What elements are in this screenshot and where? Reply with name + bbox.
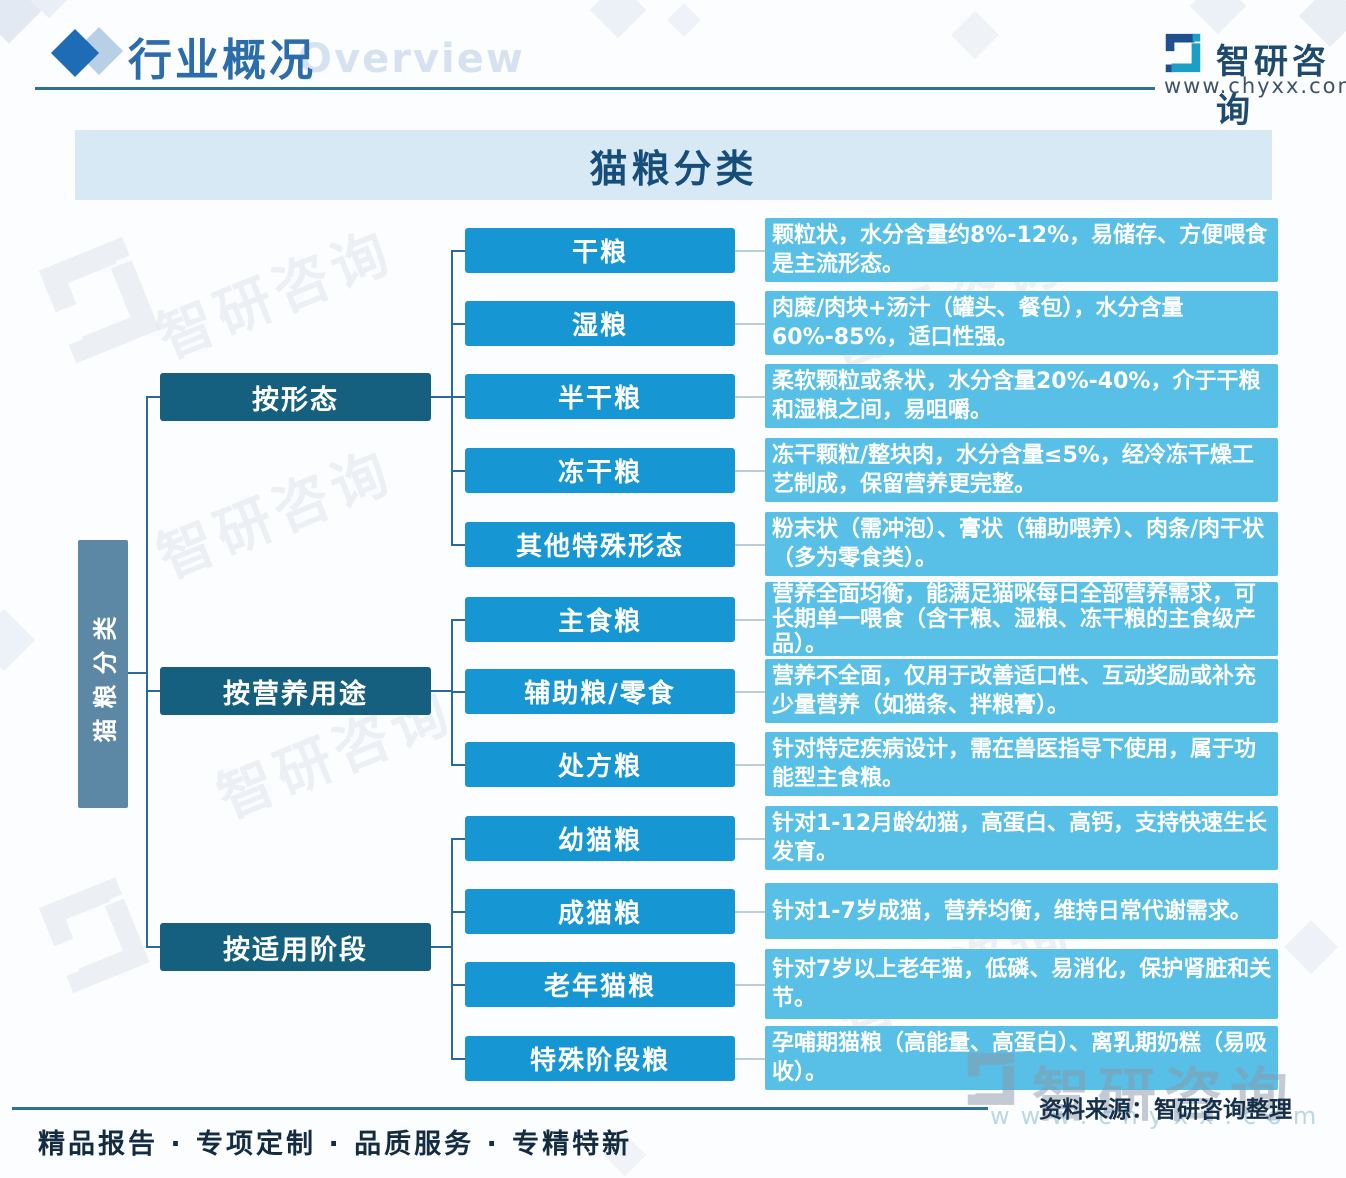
footer-divider xyxy=(12,1107,988,1110)
child-node-adult: 成猫粮 xyxy=(465,889,735,934)
desc-box-senior: 针对7岁以上老年猫，低磷、易消化，保护肾脏和关节。 xyxy=(765,949,1278,1019)
watermark-brand-text: 智研咨询 xyxy=(1032,1061,1297,1129)
diagram-title-bar: 猫粮分类 xyxy=(75,130,1272,200)
brand-website: www.chyxx.com xyxy=(1164,74,1346,98)
desc-box-freezedried: 冻干颗粒/整块肉，水分含量≤5%，经冷冻干燥工艺制成，保留营养更完整。 xyxy=(765,438,1278,502)
desc-box-otherform: 粉末状（需冲泡）、膏状（辅助喂养）、肉条/肉干状（多为零食类）。 xyxy=(765,512,1278,576)
diagram-title: 猫粮分类 xyxy=(589,146,758,191)
brand-logo-watermark-icon xyxy=(967,1053,1015,1105)
child-node-snack: 辅助粮/零食 xyxy=(465,669,735,714)
child-node-wet: 湿粮 xyxy=(465,301,735,346)
section-title-watermark: Overview xyxy=(298,36,525,82)
desc-text: 针对7岁以上老年猫，低磷、易消化，保护肾脏和关节。 xyxy=(772,957,1272,1011)
desc-text: 针对特定疾病设计，需在兽医指导下使用，属于功能型主食粮。 xyxy=(772,737,1257,791)
desc-box-semidry: 柔软颗粒或条状，水分含量20%-40%，介于干粮和湿粮之间，易咀嚼。 xyxy=(765,364,1278,428)
watermark-text: 智研咨询 xyxy=(148,438,404,592)
branch-node-stage: 按适用阶段 xyxy=(160,923,431,971)
desc-text: 针对1-7岁成猫，营养均衡，维持日常代谢需求。 xyxy=(772,898,1252,924)
root-node: 猫粮分类 xyxy=(78,540,128,808)
child-node-semidry: 半干粮 xyxy=(465,374,735,419)
branch-node-form: 按形态 xyxy=(160,373,431,421)
brand-logo-watermark-icon xyxy=(38,877,150,994)
brand-logo-icon xyxy=(1165,33,1201,73)
desc-box-staple: 营养全面均衡，能满足猫咪每日全部营养需求，可长期单一喂食（含干粮、湿粮、冻干粮的… xyxy=(765,582,1278,656)
desc-text: 肉糜/肉块+汤汁（罐头、餐包），水分含量60%-85%，适口性强。 xyxy=(772,296,1184,350)
child-node-kitten: 幼猫粮 xyxy=(465,816,735,861)
brand-logo-watermark-icon xyxy=(38,236,160,364)
footer-slogan: 精品报告 · 专项定制 · 品质服务 · 专精特新 xyxy=(38,1129,633,1160)
watermark-site-text: www.chyxx.com xyxy=(990,1102,1328,1130)
desc-text: 颗粒状，水分含量约8%-12%，易储存、方便喂食是主流形态。 xyxy=(772,223,1268,277)
source-note: 资料来源：智研咨询整理 xyxy=(1039,1097,1292,1123)
desc-box-kitten: 针对1-12月龄幼猫，高蛋白、高钙，支持快速生长发育。 xyxy=(765,806,1278,870)
branch-node-nutrition: 按营养用途 xyxy=(160,667,431,715)
desc-text: 针对1-12月龄幼猫，高蛋白、高钙，支持快速生长发育。 xyxy=(772,811,1268,865)
child-node-prescription: 处方粮 xyxy=(465,742,735,787)
child-node-dry: 干粮 xyxy=(465,228,735,273)
brand-name: 智研咨询 xyxy=(1216,42,1330,131)
child-node-freezedried: 冻干粮 xyxy=(465,448,735,493)
desc-box-snack: 营养不全面，仅用于改善适口性、互动奖励或补充少量营养（如猫条、拌粮膏）。 xyxy=(765,659,1278,723)
section-title: 行业概况 xyxy=(128,35,316,86)
header-divider xyxy=(35,87,1155,90)
watermark-text: 智研咨询 xyxy=(148,218,404,372)
desc-text: 孕哺期猫粮（高能量、高蛋白）、离乳期奶糕（易吸收）。 xyxy=(772,1031,1268,1085)
desc-text: 粉末状（需冲泡）、膏状（辅助喂养）、肉条/肉干状（多为零食类）。 xyxy=(772,517,1265,571)
desc-box-prescription: 针对特定疾病设计，需在兽医指导下使用，属于功能型主食粮。 xyxy=(765,732,1278,796)
root-node-label: 猫粮分类 xyxy=(91,606,120,742)
desc-box-specialstage: 孕哺期猫粮（高能量、高蛋白）、离乳期奶糕（易吸收）。 xyxy=(765,1026,1278,1090)
child-node-staple: 主食粮 xyxy=(465,597,735,642)
desc-box-adult: 针对1-7岁成猫，营养均衡，维持日常代谢需求。 xyxy=(765,883,1278,939)
desc-box-wet: 肉糜/肉块+汤汁（罐头、餐包），水分含量60%-85%，适口性强。 xyxy=(765,291,1278,355)
child-node-otherform: 其他特殊形态 xyxy=(465,522,735,567)
desc-text: 营养全面均衡，能满足猫咪每日全部营养需求，可长期单一喂食（含干粮、湿粮、冻干粮的… xyxy=(772,582,1257,656)
child-node-senior: 老年猫粮 xyxy=(465,962,735,1007)
desc-text: 营养不全面，仅用于改善适口性、互动奖励或补充少量营养（如猫条、拌粮膏）。 xyxy=(772,664,1257,718)
desc-box-dry: 颗粒状，水分含量约8%-12%，易储存、方便喂食是主流形态。 xyxy=(765,218,1278,282)
child-node-specialstage: 特殊阶段粮 xyxy=(465,1036,735,1081)
desc-text: 柔软颗粒或条状，水分含量20%-40%，介于干粮和湿粮之间，易咀嚼。 xyxy=(772,369,1261,423)
desc-text: 冻干颗粒/整块肉，水分含量≤5%，经冷冻干燥工艺制成，保留营养更完整。 xyxy=(772,443,1254,497)
